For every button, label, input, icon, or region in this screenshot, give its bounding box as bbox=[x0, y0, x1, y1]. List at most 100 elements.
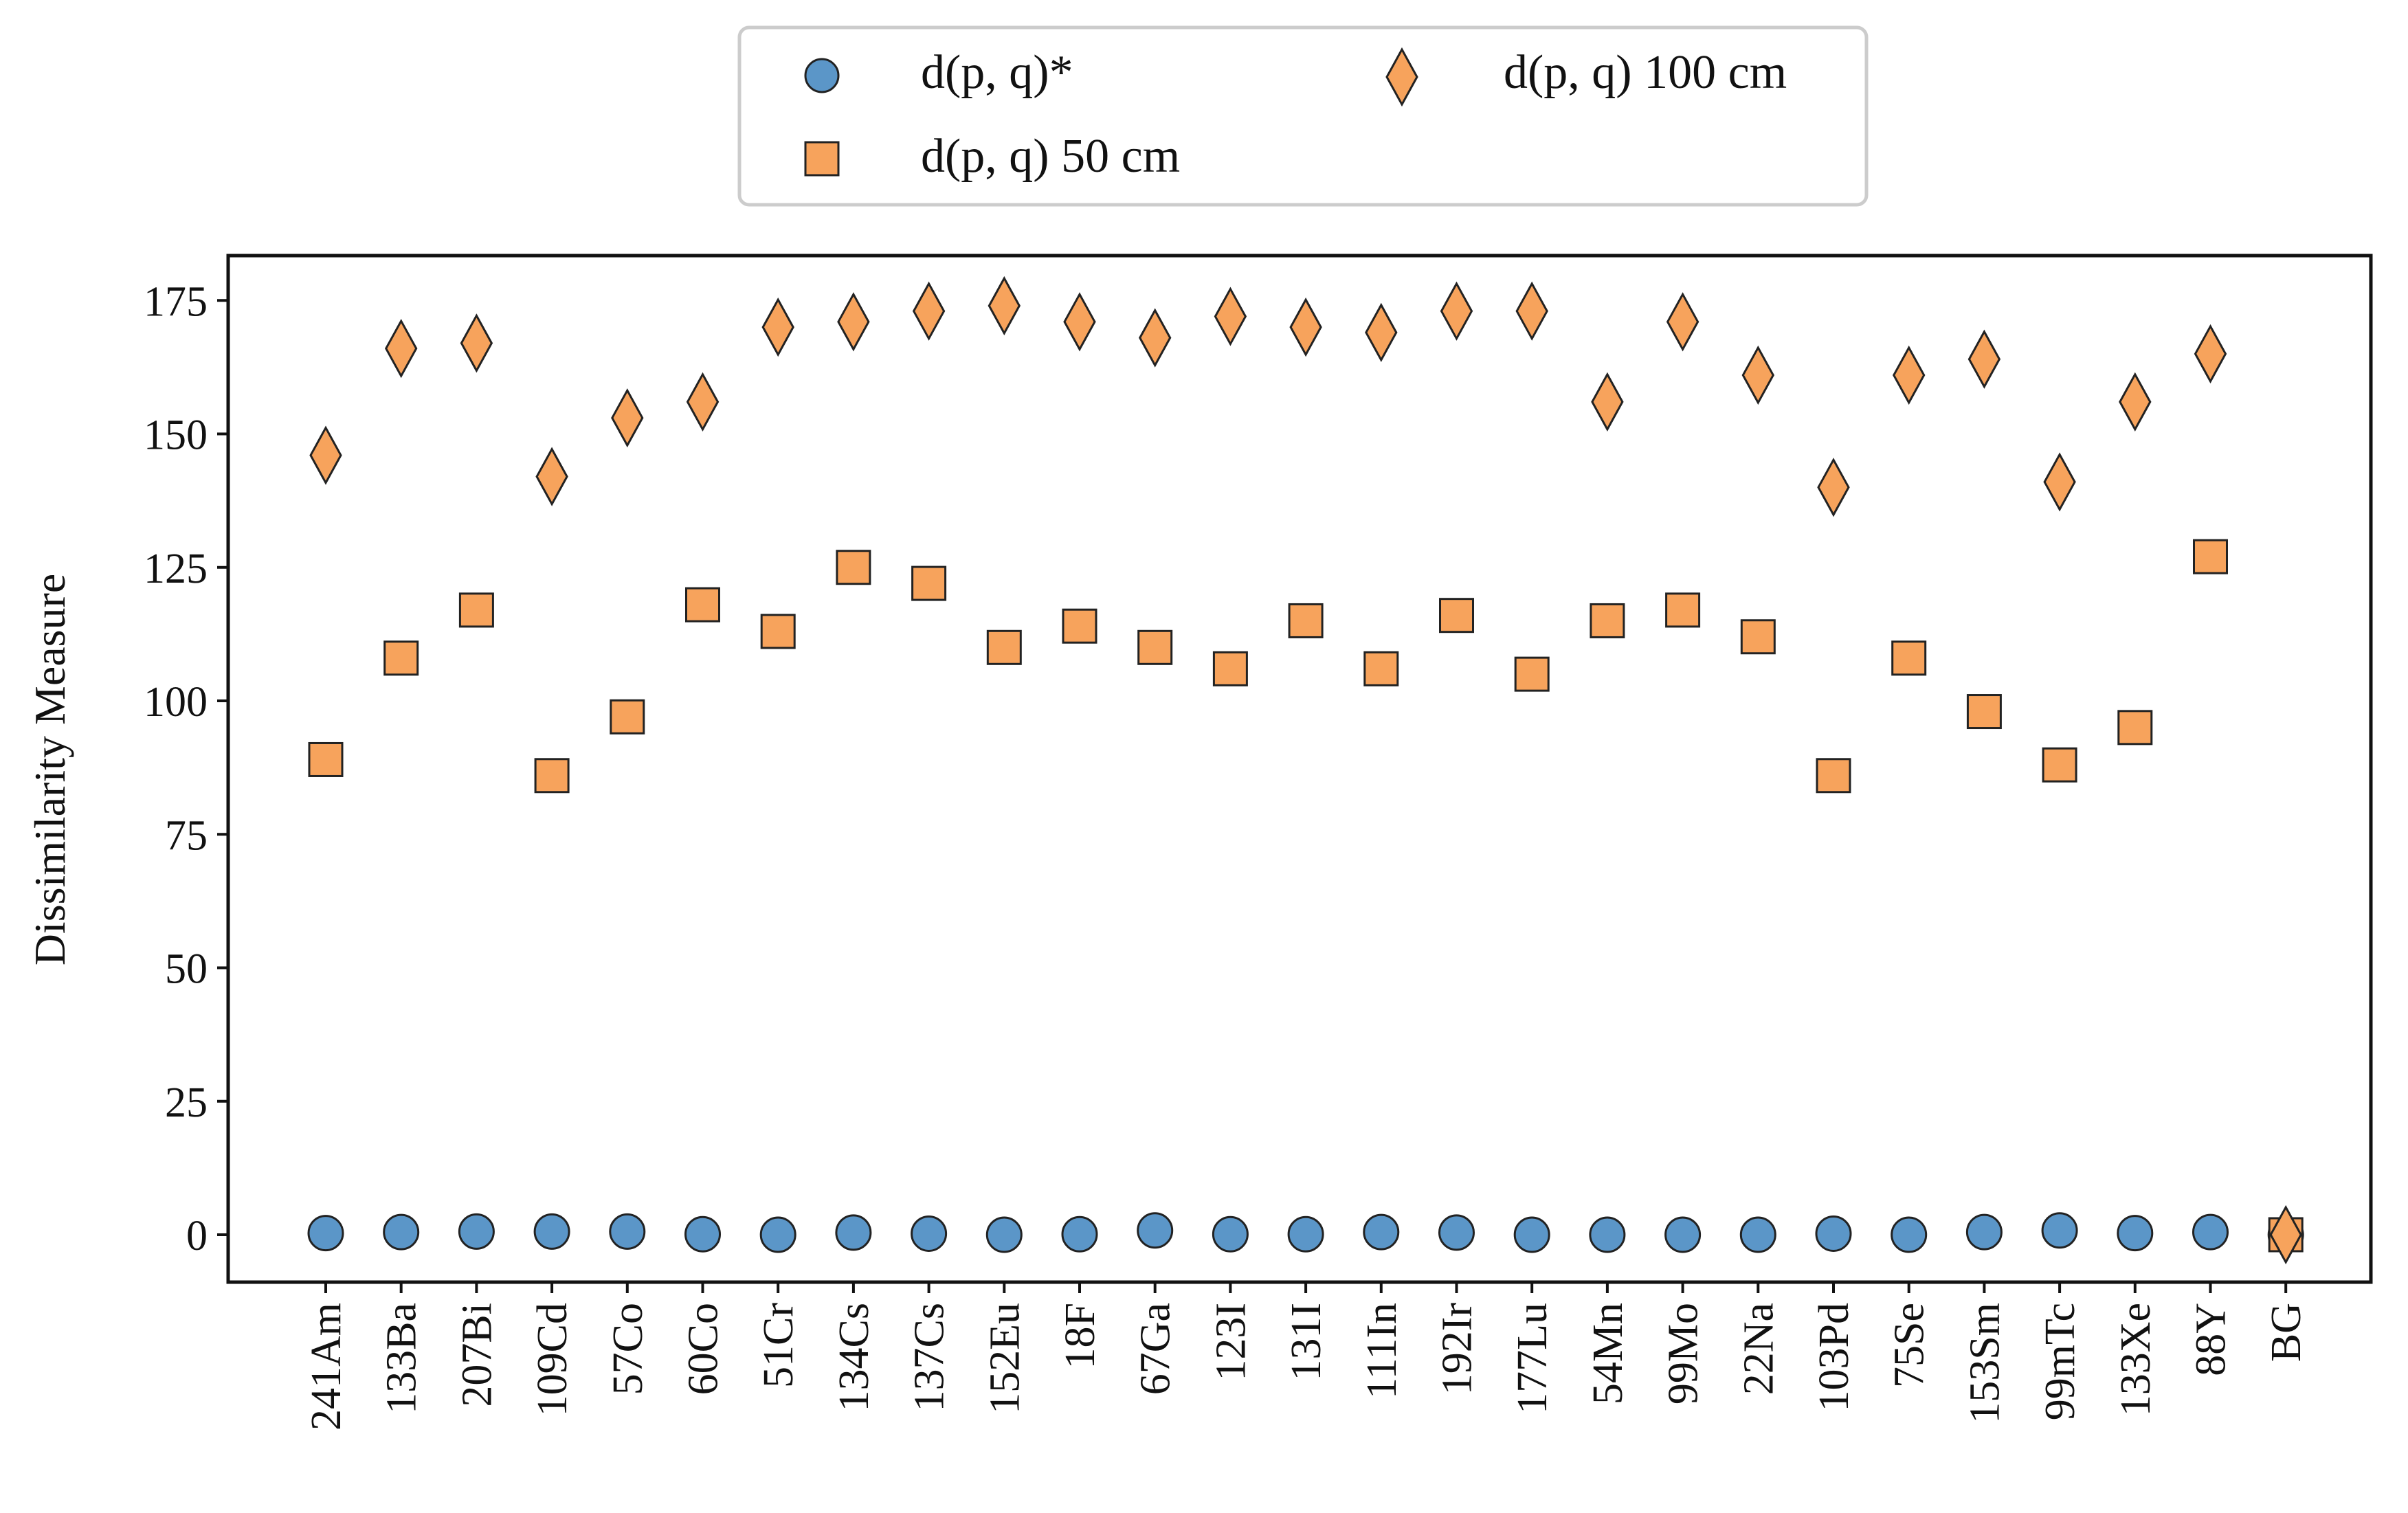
point-circle-134Cs bbox=[835, 1214, 872, 1251]
point-diamond-54Mn bbox=[1591, 372, 1624, 432]
point-square-103Pd bbox=[1816, 758, 1851, 794]
x-tick-label: 99mTc bbox=[2037, 1303, 2084, 1420]
point-diamond-18F bbox=[1063, 292, 1096, 352]
point-square-51Cr bbox=[760, 614, 796, 649]
point-circle-207Bi bbox=[458, 1213, 495, 1250]
point-diamond-134Cs bbox=[837, 292, 870, 352]
y-tick-label: 100 bbox=[144, 679, 208, 726]
point-circle-60Co bbox=[684, 1215, 721, 1253]
x-tick-label: BG bbox=[2263, 1303, 2310, 1362]
x-tick-label: 22Na bbox=[1735, 1303, 1782, 1395]
point-diamond-192Ir bbox=[1440, 281, 1473, 341]
point-square-54Mn bbox=[1590, 603, 1625, 638]
x-tick-label: 88Y bbox=[2188, 1303, 2235, 1376]
data-marks bbox=[307, 276, 2304, 1265]
point-circle-67Ga bbox=[1137, 1212, 1174, 1249]
x-tick-label: 133Ba bbox=[379, 1303, 425, 1414]
point-diamond-99Mo bbox=[1666, 292, 1699, 352]
x-tick-label: 51Cr bbox=[755, 1303, 802, 1388]
point-circle-241Am bbox=[307, 1215, 344, 1252]
point-diamond-131I bbox=[1289, 297, 1322, 357]
x-tick-label: 67Ga bbox=[1133, 1303, 1179, 1395]
point-square-134Cs bbox=[836, 550, 871, 585]
y-tick-label: 0 bbox=[186, 1213, 208, 1259]
point-square-123I bbox=[1212, 651, 1248, 686]
point-diamond-241Am bbox=[309, 425, 342, 485]
x-tick-label: 177Lu bbox=[1509, 1303, 1556, 1414]
point-diamond-137Cs bbox=[912, 281, 946, 341]
point-diamond-BG bbox=[2269, 1204, 2302, 1265]
x-tick-label: 103Pd bbox=[1811, 1303, 1858, 1411]
x-tick-label: 111In bbox=[1359, 1303, 1405, 1399]
x-tick-label: 57Co bbox=[605, 1303, 651, 1395]
legend-marker-circle bbox=[804, 58, 840, 93]
point-circle-111In bbox=[1363, 1213, 1400, 1251]
point-square-207Bi bbox=[458, 592, 494, 628]
point-diamond-153Sm bbox=[1967, 329, 2001, 389]
x-tick-label: 133Xe bbox=[2112, 1303, 2159, 1416]
point-square-133Xe bbox=[2117, 710, 2153, 746]
point-square-99mTc bbox=[2042, 747, 2077, 783]
point-circle-133Ba bbox=[383, 1213, 420, 1251]
point-square-75Se bbox=[1891, 640, 1927, 676]
point-square-111In bbox=[1363, 651, 1399, 686]
x-tick-label: 134Cs bbox=[831, 1303, 878, 1411]
point-diamond-103Pd bbox=[1817, 458, 1850, 517]
x-tick-label: 109Cd bbox=[529, 1303, 576, 1416]
point-circle-153Sm bbox=[1965, 1213, 2003, 1251]
point-circle-22Na bbox=[1739, 1216, 1776, 1253]
point-square-18F bbox=[1062, 608, 1097, 644]
point-square-133Ba bbox=[383, 640, 419, 676]
x-tick-label: 99Mo bbox=[1660, 1303, 1707, 1404]
x-tick-label: 60Co bbox=[680, 1303, 727, 1395]
y-tick-label: 75 bbox=[165, 812, 208, 859]
point-diamond-51Cr bbox=[761, 297, 794, 357]
point-diamond-133Xe bbox=[2119, 372, 2152, 432]
x-tick-label: 207Bi bbox=[454, 1303, 500, 1407]
point-diamond-57Co bbox=[611, 388, 644, 448]
y-axis-label: Dissimilarity Measure bbox=[25, 574, 74, 966]
x-tick-label: 131I bbox=[1283, 1303, 1330, 1381]
point-circle-109Cd bbox=[533, 1213, 570, 1250]
x-tick-label: 153Sm bbox=[1961, 1303, 2008, 1424]
legend-marker-diamond bbox=[1385, 47, 1418, 107]
point-circle-75Se bbox=[1891, 1216, 1928, 1253]
point-circle-99Mo bbox=[1664, 1216, 1702, 1253]
point-diamond-109Cd bbox=[535, 447, 568, 506]
point-square-152Eu bbox=[986, 629, 1022, 665]
point-square-88Y bbox=[2193, 539, 2228, 574]
point-square-153Sm bbox=[1966, 694, 2002, 730]
legend-label-series-2: d(p, q) 50 cm bbox=[921, 130, 1180, 183]
plot-frame bbox=[226, 254, 2373, 1284]
x-tick-label: 192Ir bbox=[1434, 1303, 1481, 1396]
point-square-99Mo bbox=[1665, 592, 1701, 628]
y-axis-ticks: 0 25 50 75 100 125 150 175 bbox=[144, 278, 228, 1259]
legend-marker-square bbox=[804, 141, 840, 177]
x-tick-label: 54Mn bbox=[1585, 1303, 1631, 1404]
point-diamond-111In bbox=[1365, 302, 1398, 362]
legend-label-series-1: d(p, q)* bbox=[921, 46, 1073, 99]
point-circle-99mTc bbox=[2041, 1212, 2078, 1249]
point-diamond-22Na bbox=[1741, 345, 1775, 405]
point-circle-131I bbox=[1287, 1215, 1324, 1253]
legend-label-series-3: d(p, q) 100 cm bbox=[1504, 46, 1787, 99]
point-diamond-60Co bbox=[686, 372, 720, 432]
point-square-109Cd bbox=[534, 758, 570, 794]
point-diamond-67Ga bbox=[1138, 308, 1172, 368]
point-circle-18F bbox=[1061, 1215, 1098, 1253]
point-circle-133Xe bbox=[2117, 1215, 2154, 1252]
point-diamond-123I bbox=[1214, 287, 1247, 346]
x-axis-ticks: 241Am 133Ba 207Bi 109Cd 57Co 60Co 51Cr 134Cs 137… bbox=[303, 1282, 2310, 1431]
x-tick-label: 137Cs bbox=[906, 1303, 953, 1411]
point-circle-152Eu bbox=[985, 1216, 1023, 1253]
point-diamond-133Ba bbox=[384, 319, 418, 379]
point-square-131I bbox=[1288, 603, 1324, 638]
point-diamond-177Lu bbox=[1515, 281, 1548, 341]
point-circle-192Ir bbox=[1438, 1214, 1475, 1251]
point-square-60Co bbox=[685, 587, 720, 623]
y-tick-label: 175 bbox=[144, 278, 208, 325]
point-diamond-99mTc bbox=[2043, 452, 2076, 512]
point-diamond-152Eu bbox=[988, 276, 1021, 336]
